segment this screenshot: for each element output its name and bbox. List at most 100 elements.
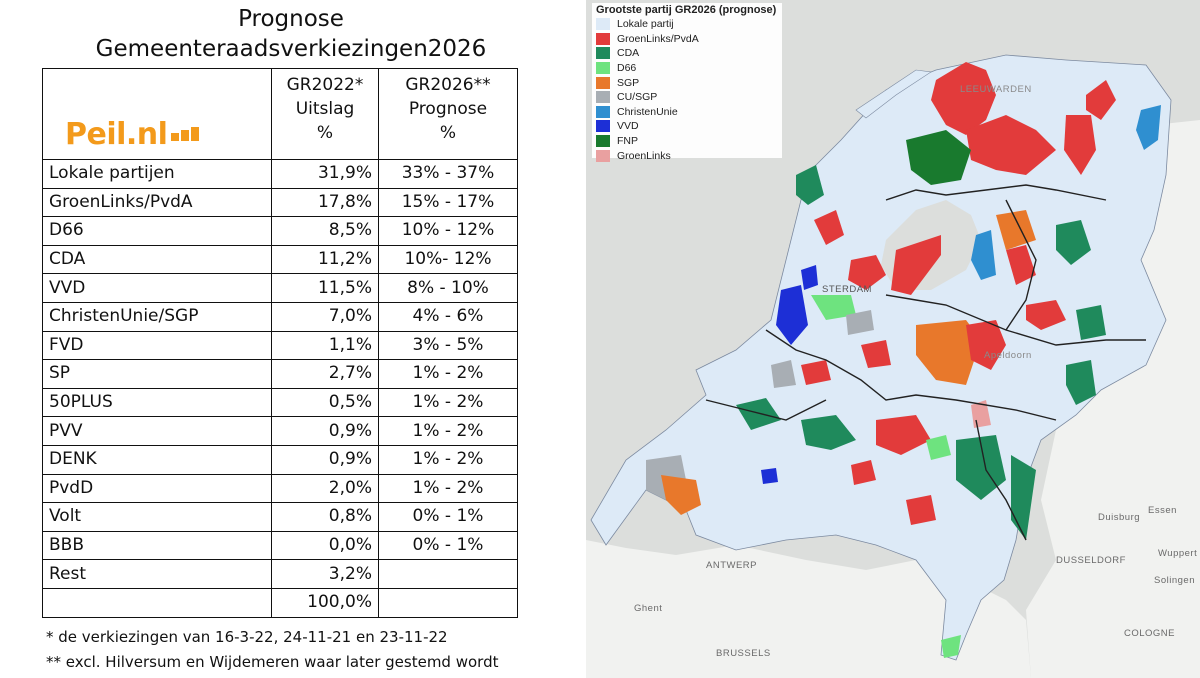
gr2022-value: 11,5% xyxy=(271,273,379,303)
legend-swatch xyxy=(596,32,610,45)
legend-item: GroenLinks/PvdA xyxy=(592,32,782,47)
title-line-2: Gemeenteraadsverkiezingen2026 xyxy=(95,36,487,62)
patch-christenunie xyxy=(971,230,996,280)
header-gr2026-line2: Prognose xyxy=(408,99,488,119)
patch-fnp xyxy=(906,130,971,185)
province-border xyxy=(975,419,1027,541)
gr2026-value: 0% - 1% xyxy=(378,530,518,561)
table-row: Lokale partijen 31,9% 33% - 37% xyxy=(42,159,518,189)
total-empty-cell xyxy=(378,587,518,618)
patch-sgp xyxy=(661,475,701,515)
party-name: SP xyxy=(42,359,272,389)
legend-label: D66 xyxy=(617,62,637,75)
gr2022-value: 17,8% xyxy=(271,187,379,218)
legend-item: GroenLinks xyxy=(592,148,782,163)
belgium-land xyxy=(586,540,1031,678)
patch-glpvda xyxy=(876,415,931,455)
table-row: GroenLinks/PvdA 17,8% 15% - 17% xyxy=(42,187,518,218)
legend-swatch xyxy=(596,47,610,60)
legend-swatch xyxy=(596,91,610,104)
city-label-duisburg: Duisburg xyxy=(1098,512,1141,523)
logo-text: Peil.nl xyxy=(65,117,168,152)
header-gr2022-line3: % xyxy=(316,123,334,143)
table-row: VVD 11,5% 8% - 10% xyxy=(42,273,518,303)
patch-glpvda xyxy=(801,360,831,385)
legend-label: GroenLinks xyxy=(617,149,671,162)
municipality-patches xyxy=(646,62,1161,658)
footnote-1: * de verkiezingen van 16-3-22, 24-11-21 … xyxy=(46,628,448,646)
table-row: PVV 0,9% 1% - 2% xyxy=(42,416,518,446)
province-borders xyxy=(705,184,1146,541)
gr2026-value: 15% - 17% xyxy=(378,187,518,218)
gr2022-value: 0,9% xyxy=(271,416,379,446)
legend-item: CU/SGP xyxy=(592,90,782,105)
gr2022-value: 1,1% xyxy=(271,330,379,361)
city-label-dusseldorf: DUSSELDORF xyxy=(1056,555,1126,566)
city-label-amsterdam: STERDAM xyxy=(822,284,872,295)
patch-cda xyxy=(736,398,781,430)
legend-item: FNP xyxy=(592,134,782,149)
legend-label: GroenLinks/PvdA xyxy=(617,32,699,45)
gr2026-value: 1% - 2% xyxy=(378,387,518,418)
total-value: 100,0% xyxy=(271,587,379,618)
legend-swatch xyxy=(596,149,610,162)
party-name: DENK xyxy=(42,444,272,475)
gr2026-value: 1% - 2% xyxy=(378,416,518,446)
city-label-cologne: COLOGNE xyxy=(1124,628,1176,639)
logo-cell: Peil.nl xyxy=(42,68,272,160)
wadden-islands xyxy=(855,69,932,119)
legend-label: VVD xyxy=(617,120,639,133)
legend-label: CU/SGP xyxy=(617,91,658,104)
patch-cda xyxy=(1011,455,1036,540)
party-name: CDA xyxy=(42,244,272,275)
gr2026-value: 1% - 2% xyxy=(378,473,518,504)
party-name: Lokale partijen xyxy=(42,159,272,189)
legend-item: Lokale partij xyxy=(592,17,782,32)
gr2022-value: 31,9% xyxy=(271,159,379,189)
gr2022-value: 0,5% xyxy=(271,387,379,418)
header-gr2022: GR2022* Uitslag % xyxy=(271,68,379,160)
table-row: ChristenUnie/SGP 7,0% 4% - 6% xyxy=(42,301,518,332)
legend-swatch xyxy=(596,76,610,89)
legend-label: FNP xyxy=(617,135,638,148)
patch-d66 xyxy=(941,635,961,658)
city-label-wuppertal: Wuppert xyxy=(1158,548,1198,559)
legend-title: Grootste partij GR2026 (prognose) xyxy=(596,4,777,16)
party-name: 50PLUS xyxy=(42,387,272,418)
province-border xyxy=(1005,199,1037,331)
patch-cusgp xyxy=(846,310,874,335)
gr2026-value: 4% - 6% xyxy=(378,301,518,332)
patch-vvd xyxy=(801,265,818,290)
gr2022-value: 0,8% xyxy=(271,502,379,532)
table-row: CDA 11,2% 10%- 12% xyxy=(42,244,518,275)
gr2022-value: 0,9% xyxy=(271,444,379,475)
prognosis-table: Peil.nl GR2022* Uitslag % GR2026** Progn… xyxy=(42,68,518,618)
patch-vvd xyxy=(761,468,778,484)
party-name: PVV xyxy=(42,416,272,446)
table-row: PvdD 2,0% 1% - 2% xyxy=(42,473,518,504)
netherlands-map xyxy=(586,0,1200,678)
gr2022-value: 0,0% xyxy=(271,530,379,561)
legend-swatch xyxy=(596,105,610,118)
party-name: ChristenUnie/SGP xyxy=(42,301,272,332)
gr2026-value: 3% - 5% xyxy=(378,330,518,361)
patch-glpvda xyxy=(814,210,844,245)
gr2022-value: 8,5% xyxy=(271,216,379,246)
patch-vvd xyxy=(776,285,808,345)
legend-swatch xyxy=(596,18,610,31)
patch-d66 xyxy=(811,295,856,320)
table-total-row: 100,0% xyxy=(42,587,518,618)
gr2026-value xyxy=(378,559,518,589)
province-border xyxy=(885,184,1107,201)
gr2022-value: 2,0% xyxy=(271,473,379,504)
patch-glpvda xyxy=(1086,80,1116,120)
legend-item: ChristenUnie xyxy=(592,105,782,120)
patch-cda xyxy=(801,415,856,450)
city-label-essen: Essen xyxy=(1148,505,1177,516)
patch-glpvda xyxy=(906,495,936,525)
patch-cusgp xyxy=(771,360,796,388)
header-gr2022-line2: Uitslag xyxy=(295,99,355,119)
party-name: GroenLinks/PvdA xyxy=(42,187,272,218)
patch-sgp xyxy=(916,320,981,385)
patch-glpvda xyxy=(851,460,876,485)
